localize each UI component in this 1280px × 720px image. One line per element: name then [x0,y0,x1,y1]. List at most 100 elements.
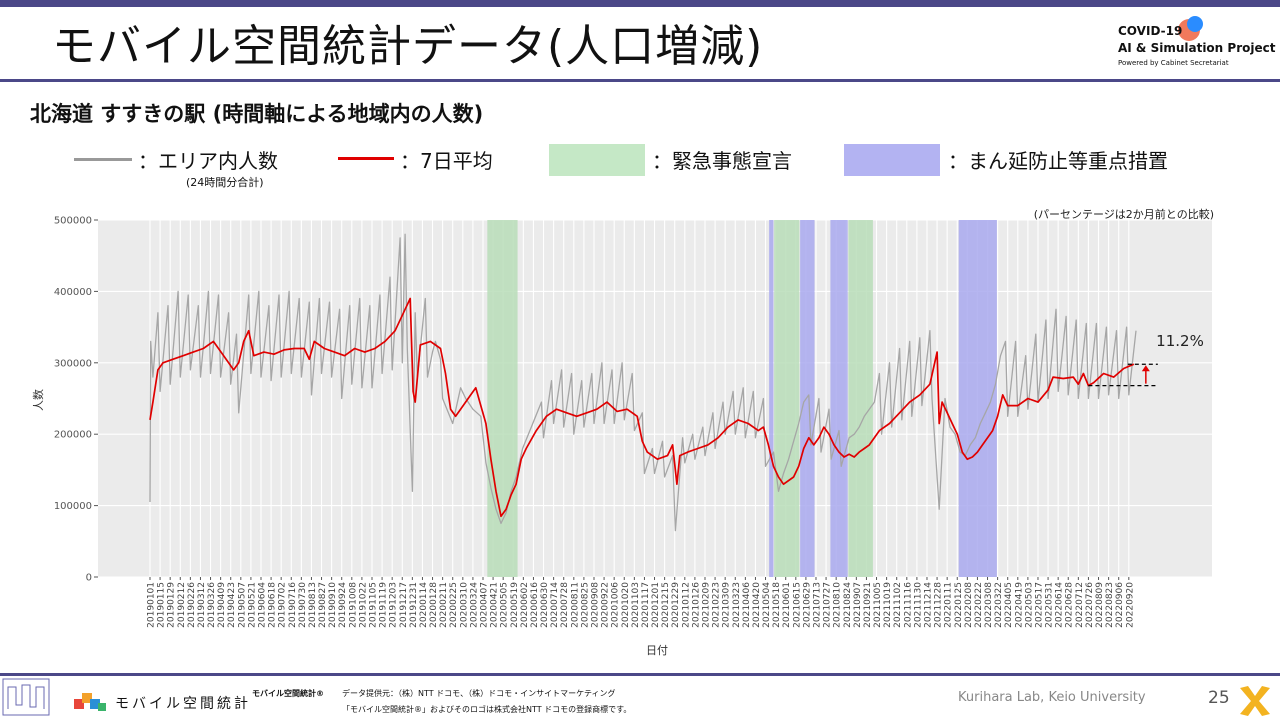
covid-project-logo: COVID-19 AI & Simulation Project Powered… [1118,16,1278,74]
x-tick-label: 20190129 [167,582,177,628]
x-tick-label: 20200825 [580,582,590,628]
x-tick-label: 20220809 [1095,582,1105,628]
x-tick-label: 20200630 [540,582,550,628]
x-tick-label: 20211102 [893,582,903,628]
x-tick-label: 20190326 [207,582,217,628]
app-name: モバイル空間統計 [115,696,251,712]
x-tick-label: 20190507 [237,582,247,628]
x-tick-label: 20220920 [1125,582,1135,628]
x-tick-label: 20200211 [439,582,449,628]
top-accent-bar [0,0,1280,7]
emergency-period-band [487,220,518,577]
x-tick-label: 20201020 [621,582,631,628]
x-tick-label: 20211116 [903,582,913,628]
x-tick-label: 20220308 [984,582,994,628]
x-axis-title: 日付 [646,644,668,657]
mobile-spatial-stats-logo-icon [74,693,106,711]
x-tick-label: 20201103 [631,582,641,628]
legend-raw-note: (24時間分合計) [186,176,264,189]
x-tick-label: 20201201 [651,582,661,628]
footer-brand: モバイル空間統計® [252,689,324,698]
x-tick-label: 20200922 [601,582,611,628]
x-tick-label: 20210504 [762,582,772,628]
x-tick-label: 20190827 [318,582,328,628]
kurihara-lab-logo-icon [2,678,50,716]
x-tick-label: 20200728 [560,582,570,628]
x-tick-label: 20210727 [823,582,833,628]
y-tick-label: 400000 [54,287,92,298]
logo-line-2: AI & Simulation Project [1118,41,1276,55]
x-tick-label: 20191105 [368,582,378,628]
x-tick-label: 20190409 [217,582,227,628]
x-tick-label: 20191022 [358,582,368,628]
x-tick-label: 20190521 [247,582,257,628]
x-tick-label: 20220517 [1034,582,1044,628]
x-tick-label: 20190716 [288,582,298,628]
x-tick-label: 20211130 [913,582,923,628]
x-tick-label: 20200421 [490,582,500,628]
logo-line-1: COVID-19 [1118,24,1183,38]
x-tick-label: 20191008 [348,582,358,628]
x-tick-label: 20220531 [1045,582,1055,628]
x-tick-label: 20200128 [429,582,439,628]
x-tick-label: 20201117 [641,582,651,628]
x-tick-label: 20191119 [379,582,389,628]
x-tick-label: 20190226 [187,582,197,628]
x-tick-label: 20220322 [994,582,1004,628]
page-title: モバイル空間統計データ(人口増減) [52,21,764,72]
x-tick-label: 20200811 [570,582,580,628]
x-tick-label: 20210223 [712,582,722,628]
x-tick-label: 20210420 [752,582,762,628]
y-tick-label: 100000 [54,501,92,512]
x-tick-label: 20190618 [268,582,278,628]
x-tick-label: 20220614 [1055,582,1065,628]
x-tick-label: 20220503 [1024,582,1034,628]
x-tick-label: 20210323 [732,582,742,628]
x-tick-label: 20211005 [873,582,883,628]
x-mark-logo-icon [1240,686,1270,716]
x-tick-label: 20190702 [278,582,288,628]
x-tick-label: 20200714 [550,582,560,628]
x-tick-label: 20220405 [1004,582,1014,628]
page-number: 25 [1208,688,1230,708]
x-tick-label: 20190115 [157,582,167,628]
chart-note: (パーセンテージは2か月前との比較) [1034,207,1214,221]
x-tick-label: 20210309 [722,582,732,628]
title-divider [0,79,1280,82]
priority-period-band [769,220,774,577]
x-tick-label: 20220111 [944,582,954,628]
footer-divider [0,673,1280,676]
y-tick-label: 200000 [54,430,92,441]
x-tick-label: 20200908 [590,582,600,628]
legend-priority-label: ：まん延防止等重点措置 [948,149,1168,173]
x-tick-label: 20200519 [510,582,520,628]
x-tick-label: 20210209 [701,582,711,628]
x-tick-label: 20211214 [923,582,933,628]
x-tick-label: 20220906 [1115,582,1125,628]
x-tick-label: 20210629 [802,582,812,628]
x-tick-label: 20201215 [661,582,671,628]
x-tick-label: 20210713 [812,582,822,628]
x-tick-label: 20210810 [833,582,843,628]
legend-emergency-swatch [549,144,645,176]
emergency-period-band [774,220,800,577]
x-tick-label: 20190312 [197,582,207,628]
x-tick-label: 20200225 [449,582,459,628]
x-tick-label: 20210112 [681,582,691,628]
x-tick-label: 20220222 [974,582,984,628]
x-tick-label: 20200114 [419,582,429,628]
x-tick-label: 20190730 [298,582,308,628]
priority-period-band [800,220,815,577]
x-tick-label: 20191203 [389,582,399,628]
x-tick-label: 20200505 [500,582,510,628]
priority-period-band [958,220,997,577]
logo-blue-circle-icon [1187,16,1203,32]
priority-period-band [830,220,848,577]
x-tick-label: 20190813 [308,582,318,628]
x-tick-label: 20191231 [409,582,419,628]
x-tick-label: 20220823 [1105,582,1115,628]
x-tick-label: 20220419 [1014,582,1024,628]
logo-line-3: Powered by Cabinet Secretariat [1118,59,1229,67]
x-tick-label: 20210615 [792,582,802,628]
